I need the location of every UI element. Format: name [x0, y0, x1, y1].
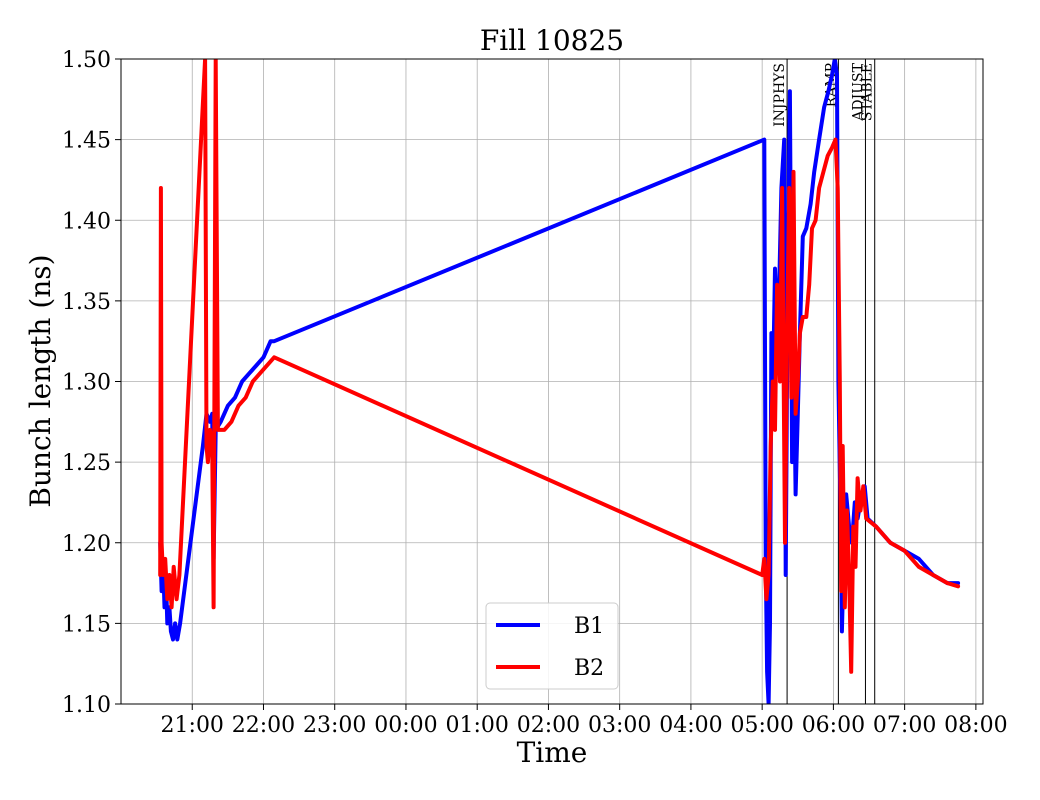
legend: B1 B2: [485, 602, 619, 690]
x-tick-label: 04:00: [659, 713, 722, 738]
x-tick-label: 06:00: [802, 713, 865, 738]
x-tick-label: 00:00: [374, 713, 437, 738]
phase-label-stable: STABLE: [860, 63, 876, 121]
x-tick-label: 21:00: [161, 713, 224, 738]
series-line-b1: [158, 59, 961, 704]
legend-label-b1: B1: [574, 614, 604, 639]
y-tick-label: 1.25: [62, 451, 111, 476]
series-line-b2: [158, 59, 961, 674]
legend-label-b2: B2: [574, 656, 604, 681]
y-tick-label: 1.50: [62, 48, 111, 73]
y-tick-label: 1.15: [62, 612, 111, 637]
y-axis-label: Bunch length (ns): [24, 254, 57, 507]
chart-title: Fill 10825: [480, 24, 624, 57]
x-tick-label: 01:00: [445, 713, 508, 738]
phase-label-adjust: ADJUST: [850, 62, 866, 121]
y-tick-label: 1.10: [62, 693, 111, 718]
x-tick-label: 02:00: [517, 713, 580, 738]
x-tick-label: 03:00: [588, 713, 651, 738]
x-tick-label: 23:00: [303, 713, 366, 738]
y-tick-label: 1.40: [62, 209, 111, 234]
y-tick-label: 1.35: [62, 290, 111, 315]
series-lines: [158, 59, 961, 704]
y-tick-label: 1.45: [62, 129, 111, 154]
x-tick-label: 07:00: [873, 713, 936, 738]
y-tick-label: 1.30: [62, 371, 111, 396]
phase-label-injphys: INJPHYS: [772, 63, 788, 127]
x-tick-label: 22:00: [232, 713, 295, 738]
axis-ticks: 21:00 22:00 23:00 00:00 01:00 02:00 03:00 04:00…: [62, 48, 1008, 738]
y-tick-label: 1.20: [62, 532, 111, 557]
x-tick-label: 08:00: [944, 713, 1007, 738]
x-tick-label: 05:00: [730, 713, 793, 738]
x-axis-label: Time: [517, 736, 588, 769]
